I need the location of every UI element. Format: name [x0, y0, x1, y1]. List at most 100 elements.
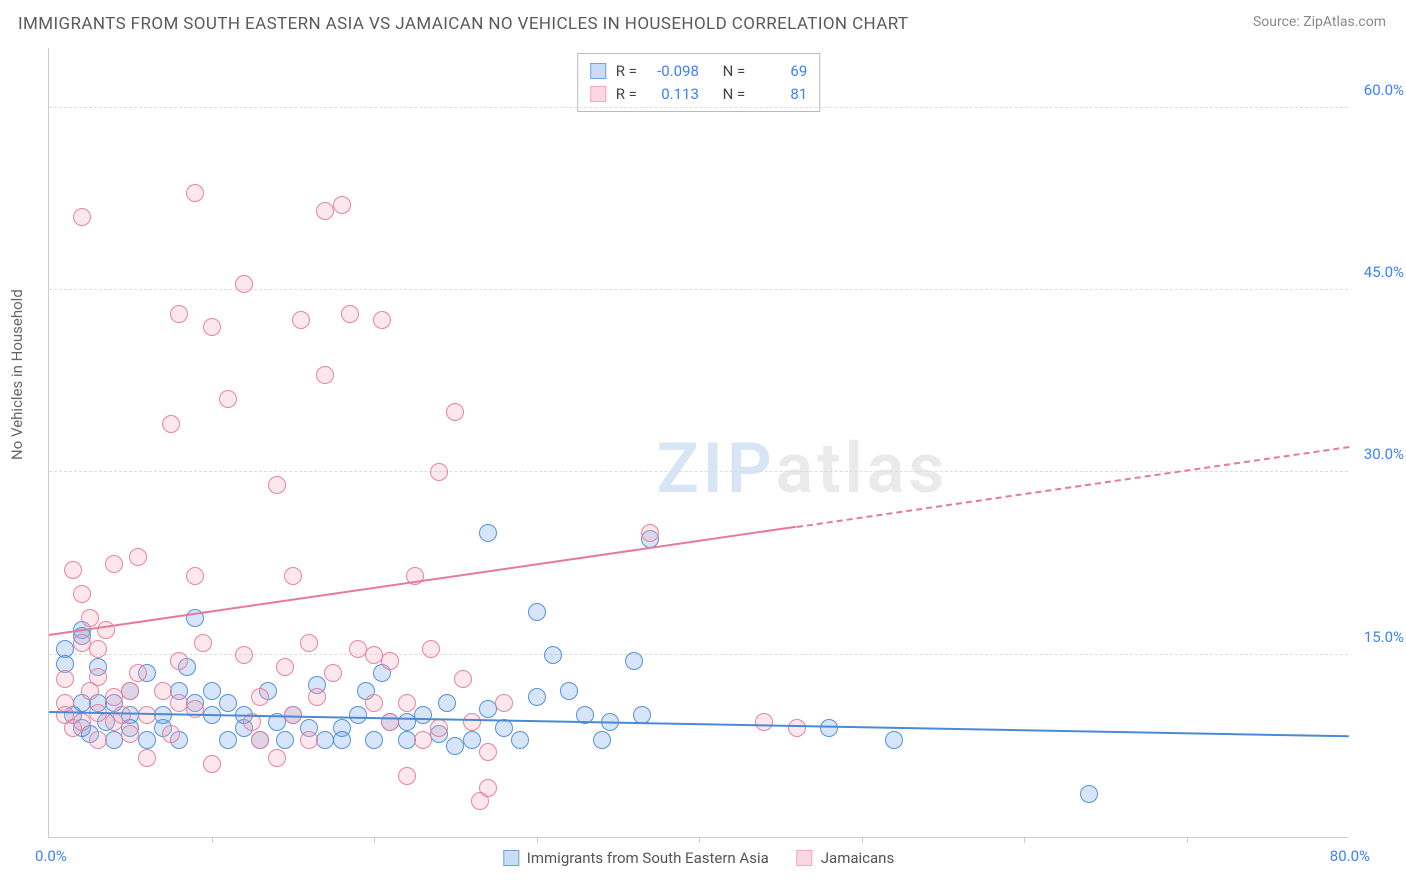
- x-tick-mark: [862, 837, 863, 843]
- stats-n-label-b: N =: [723, 83, 746, 106]
- scatter-point-series-b: [292, 311, 310, 329]
- scatter-point-series-a: [365, 731, 383, 749]
- scatter-point-series-b: [398, 767, 416, 785]
- scatter-point-series-a: [511, 731, 529, 749]
- legend-swatch-a: [503, 850, 519, 866]
- scatter-point-series-a: [349, 706, 367, 724]
- stats-box: R = -0.098 N = 69 R = 0.113 N = 81: [577, 53, 821, 112]
- stats-swatch-b: [590, 86, 606, 102]
- x-tick-mark: [1024, 837, 1025, 843]
- scatter-point-series-b: [414, 731, 432, 749]
- scatter-point-series-b: [89, 640, 107, 658]
- scatter-point-series-b: [194, 634, 212, 652]
- scatter-point-series-a: [593, 731, 611, 749]
- scatter-point-series-b: [186, 184, 204, 202]
- scatter-point-series-b: [495, 694, 513, 712]
- scatter-point-series-b: [203, 318, 221, 336]
- scatter-point-series-b: [788, 719, 806, 737]
- stats-r-label-b: R =: [616, 83, 637, 106]
- scatter-point-series-b: [73, 585, 91, 603]
- scatter-point-series-a: [544, 646, 562, 664]
- scatter-point-series-b: [251, 688, 269, 706]
- source-attribution: Source: ZipAtlas.com: [1253, 14, 1386, 30]
- scatter-point-series-b: [138, 706, 156, 724]
- y-axis-label: No Vehicles in Household: [8, 289, 26, 460]
- scatter-point-series-a: [625, 652, 643, 670]
- x-tick-mark: [212, 837, 213, 843]
- scatter-point-series-a: [333, 731, 351, 749]
- scatter-point-series-b: [446, 403, 464, 421]
- scatter-point-series-b: [186, 567, 204, 585]
- scatter-point-series-b: [268, 476, 286, 494]
- scatter-point-series-b: [121, 725, 139, 743]
- scatter-point-series-b: [463, 713, 481, 731]
- source-link[interactable]: ZipAtlas.com: [1303, 14, 1386, 30]
- stats-row-series-a: R = -0.098 N = 69: [590, 60, 808, 83]
- watermark: ZIPatlas: [656, 428, 948, 510]
- scatter-point-series-a: [463, 731, 481, 749]
- scatter-point-series-b: [73, 713, 91, 731]
- regression-line-b-dashed: [796, 446, 1349, 528]
- stats-row-series-b: R = 0.113 N = 81: [590, 83, 808, 106]
- scatter-point-series-b: [235, 646, 253, 664]
- chart-title: IMMIGRANTS FROM SOUTH EASTERN ASIA VS JA…: [18, 14, 908, 34]
- scatter-point-series-a: [528, 603, 546, 621]
- plot-area: ZIPatlas R = -0.098 N = 69 R = 0.113 N =…: [48, 48, 1348, 838]
- stats-r-label-a: R =: [616, 60, 637, 83]
- scatter-point-series-b: [333, 196, 351, 214]
- stats-n-value-a: 69: [755, 60, 807, 83]
- scatter-point-series-b: [73, 208, 91, 226]
- gridline-h: [49, 471, 1348, 472]
- scatter-point-series-b: [162, 725, 180, 743]
- y-tick-label: 45.0%: [1352, 263, 1404, 281]
- legend-label-b: Jamaicans: [821, 849, 894, 867]
- scatter-point-series-b: [89, 731, 107, 749]
- scatter-point-series-b: [138, 749, 156, 767]
- scatter-point-series-b: [341, 305, 359, 323]
- scatter-point-series-b: [121, 682, 139, 700]
- x-tick-mark: [699, 837, 700, 843]
- legend-item-b: Jamaicans: [797, 849, 894, 867]
- scatter-point-series-b: [129, 548, 147, 566]
- scatter-point-series-a: [560, 682, 578, 700]
- scatter-point-series-b: [641, 524, 659, 542]
- scatter-point-series-b: [316, 366, 334, 384]
- scatter-point-series-b: [755, 713, 773, 731]
- scatter-point-series-b: [422, 640, 440, 658]
- scatter-point-series-b: [89, 668, 107, 686]
- stats-n-label-a: N =: [723, 60, 746, 83]
- x-axis-min-label: 0.0%: [35, 847, 67, 865]
- scatter-point-series-b: [129, 664, 147, 682]
- scatter-point-series-b: [56, 670, 74, 688]
- scatter-point-series-b: [203, 755, 221, 773]
- scatter-point-series-a: [479, 524, 497, 542]
- watermark-atlas: atlas: [775, 428, 948, 510]
- scatter-point-series-a: [438, 694, 456, 712]
- scatter-point-series-a: [138, 731, 156, 749]
- scatter-point-series-b: [113, 706, 131, 724]
- chart-container: IMMIGRANTS FROM SOUTH EASTERN ASIA VS JA…: [0, 0, 1406, 892]
- scatter-point-series-b: [308, 688, 326, 706]
- scatter-point-series-b: [300, 731, 318, 749]
- scatter-point-series-b: [381, 713, 399, 731]
- stats-n-value-b: 81: [755, 83, 807, 106]
- scatter-point-series-b: [64, 561, 82, 579]
- scatter-point-series-b: [154, 682, 172, 700]
- regression-line-b: [49, 526, 797, 636]
- scatter-point-series-b: [170, 305, 188, 323]
- scatter-point-series-b: [251, 731, 269, 749]
- scatter-point-series-b: [105, 555, 123, 573]
- legend-label-a: Immigrants from South Eastern Asia: [527, 849, 769, 867]
- scatter-point-series-a: [528, 688, 546, 706]
- scatter-point-series-b: [268, 749, 286, 767]
- scatter-point-series-b: [365, 694, 383, 712]
- scatter-point-series-b: [81, 609, 99, 627]
- scatter-point-series-a: [1080, 785, 1098, 803]
- stats-r-value-b: 0.113: [647, 83, 699, 106]
- scatter-point-series-b: [324, 664, 342, 682]
- scatter-point-series-a: [219, 694, 237, 712]
- scatter-point-series-b: [430, 463, 448, 481]
- legend-item-a: Immigrants from South Eastern Asia: [503, 849, 769, 867]
- x-tick-mark: [537, 837, 538, 843]
- scatter-point-series-b: [454, 670, 472, 688]
